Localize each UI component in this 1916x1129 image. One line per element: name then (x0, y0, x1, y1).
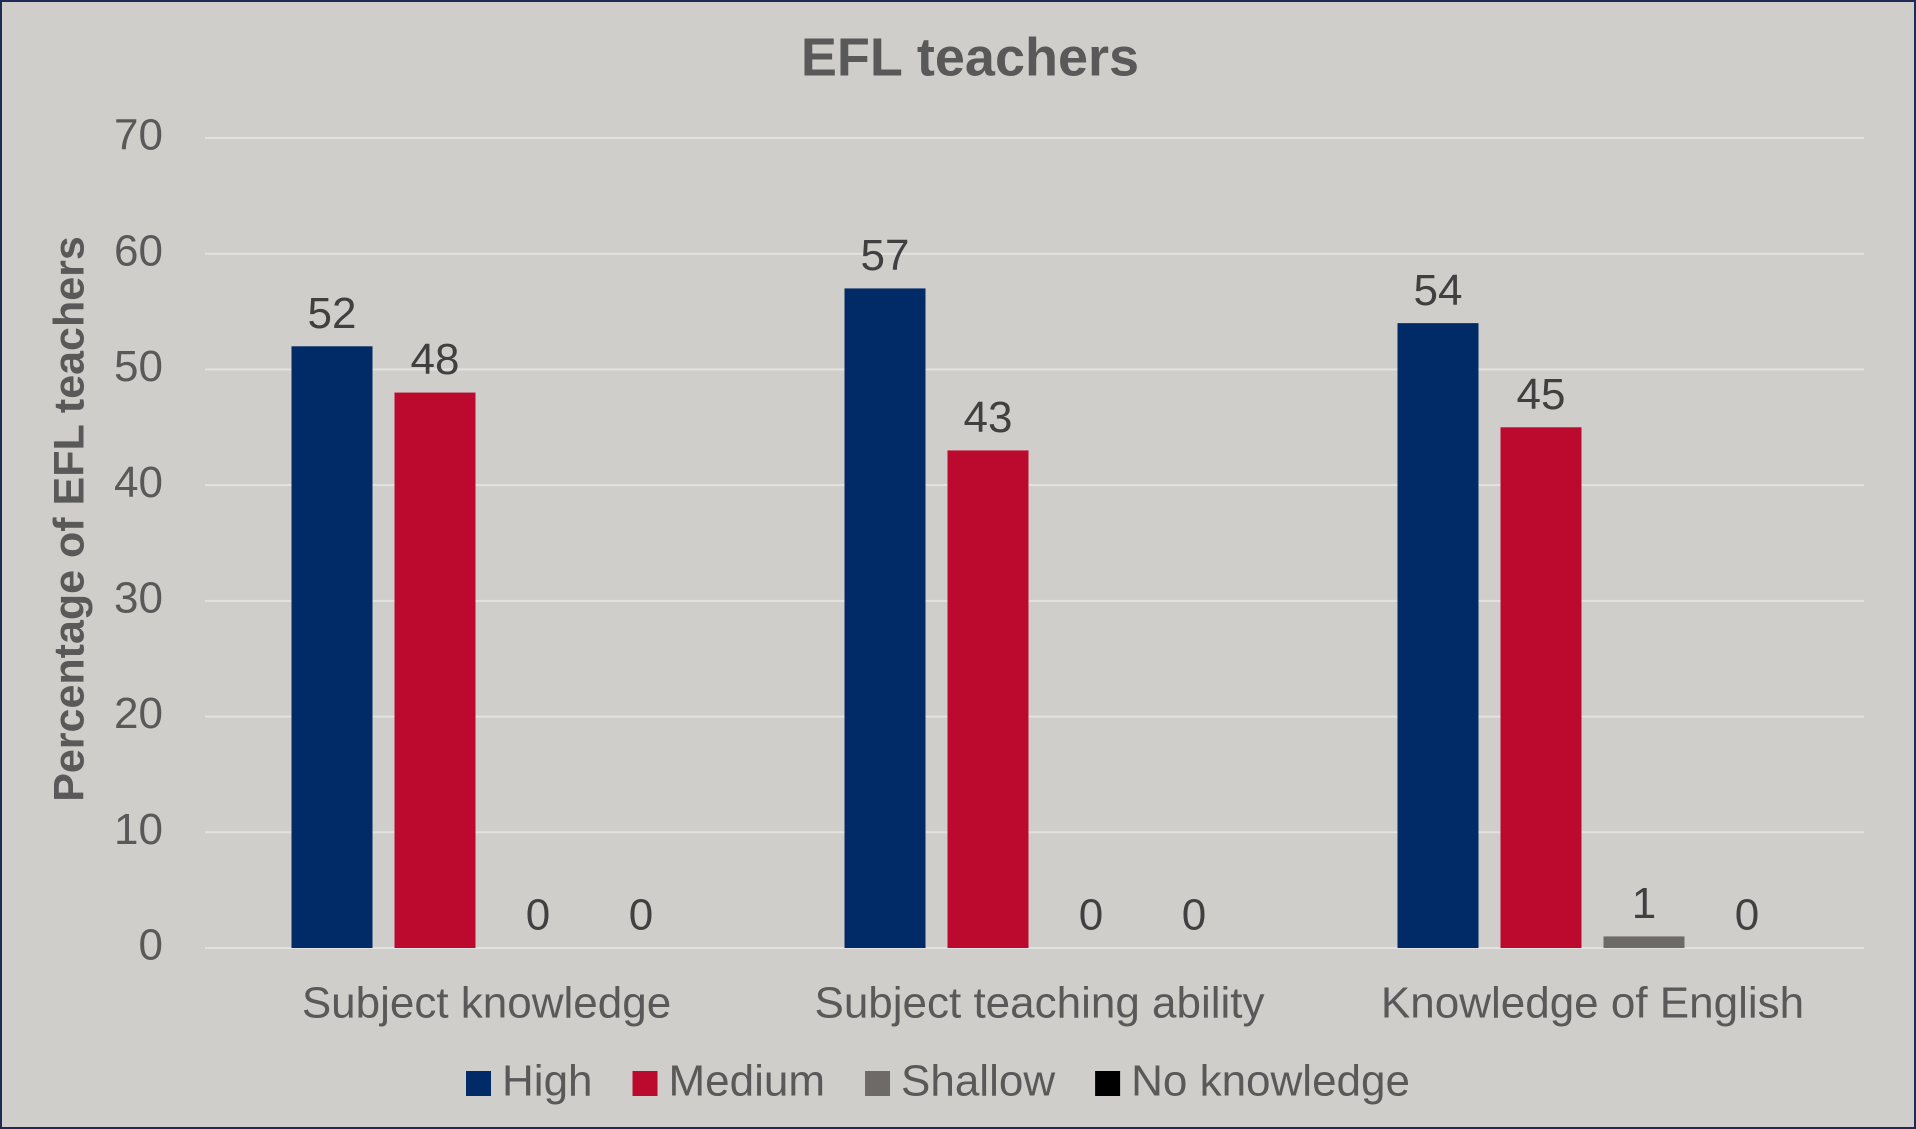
y-tick-label: 70 (114, 111, 163, 160)
legend-label: Medium (669, 1057, 826, 1106)
y-tick-label: 30 (114, 573, 163, 622)
data-label: 1 (1632, 879, 1656, 928)
bar (1500, 427, 1582, 948)
legend-swatch (466, 1071, 492, 1096)
y-tick-label: 0 (139, 921, 163, 970)
data-label: 0 (1182, 891, 1206, 940)
legend-swatch (1095, 1071, 1121, 1096)
legend-label: Shallow (901, 1057, 1055, 1106)
data-label: 57 (861, 231, 910, 280)
legend-label: High (502, 1057, 593, 1106)
bar (844, 288, 926, 948)
x-tick-label: Knowledge of English (1381, 979, 1804, 1028)
legend-label: No knowledge (1131, 1057, 1410, 1106)
data-label: 0 (1079, 891, 1103, 940)
y-tick-label: 60 (114, 226, 163, 275)
bar (394, 392, 476, 949)
bar (947, 450, 1029, 948)
data-label: 0 (629, 891, 653, 940)
chart-title: EFL teachers (801, 27, 1139, 87)
x-tick-label: Subject knowledge (302, 979, 671, 1028)
y-tick-label: 20 (114, 689, 163, 738)
y-tick-label: 40 (114, 458, 163, 507)
legend-swatch (865, 1071, 891, 1096)
bar (291, 346, 373, 948)
bar (1603, 936, 1685, 948)
y-tick-label: 50 (114, 342, 163, 391)
legend-swatch (632, 1071, 658, 1096)
y-tick-label: 10 (114, 805, 163, 854)
data-label: 0 (1735, 891, 1759, 940)
x-tick-label: Subject teaching ability (814, 979, 1264, 1028)
data-label: 0 (526, 891, 550, 940)
data-label: 45 (1517, 370, 1566, 419)
bar (1397, 323, 1479, 949)
data-label: 43 (964, 393, 1013, 442)
data-label: 52 (308, 289, 357, 338)
data-label: 54 (1414, 266, 1463, 315)
y-axis-label: Percentage of EFL teachers (45, 236, 93, 802)
data-label: 48 (411, 335, 460, 384)
